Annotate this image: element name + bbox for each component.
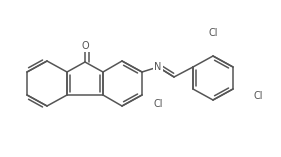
Text: Cl: Cl (208, 28, 218, 38)
Text: O: O (81, 41, 89, 51)
Text: N: N (154, 62, 162, 72)
Text: Cl: Cl (154, 99, 164, 109)
Text: Cl: Cl (254, 91, 264, 101)
